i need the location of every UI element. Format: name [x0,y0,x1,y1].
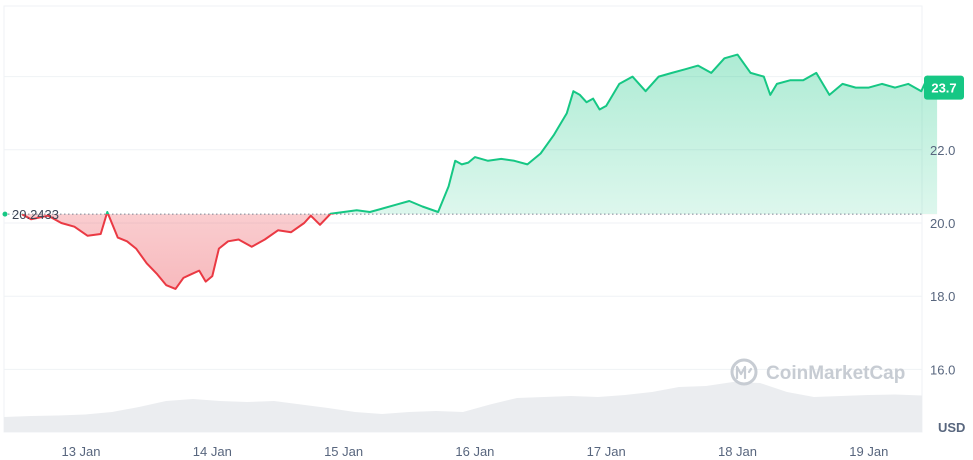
current-price-badge-bg [924,75,964,100]
x-tick-label: 17 Jan [587,444,626,459]
price-line-up [21,53,938,215]
current-price-value: 23.7 [931,81,956,96]
coinmarketcap-logo-icon [730,358,758,386]
reference-value-text: 20.2433 [12,207,59,222]
reference-value-label: 20.2433 [2,207,59,222]
x-tick-label: 14 Jan [193,444,232,459]
x-tick-label: 18 Jan [718,444,757,459]
current-price-badge: 23.7 [924,75,964,100]
x-tick-label: 15 Jan [324,444,363,459]
x-tick-label: 19 Jan [849,444,888,459]
gain-area [106,54,938,215]
y-tick-label: 20.0 [930,216,955,231]
price-fill [21,54,938,289]
loss-area [21,214,938,289]
volume-area [4,382,922,432]
volume-fill [4,382,922,432]
y-tick-label: 16.0 [930,362,955,377]
price-line-down [21,214,336,290]
coinmarketcap-watermark: CoinMarketCap [730,358,905,386]
currency-unit-label: USD [938,420,965,435]
y-tick-label: 22.0 [930,143,955,158]
x-tick-label: 13 Jan [61,444,100,459]
x-axis: 13 Jan 14 Jan 15 Jan 16 Jan 17 Jan 18 Jan 19 J… [61,444,888,459]
y-tick-label: 18.0 [930,289,955,304]
x-tick-label: 16 Jan [455,444,494,459]
price-line [21,53,938,290]
reference-start-dot [2,211,8,217]
y-axis: 16.0 18.0 20.0 22.0 [930,143,955,378]
watermark-text: CoinMarketCap [766,363,905,384]
